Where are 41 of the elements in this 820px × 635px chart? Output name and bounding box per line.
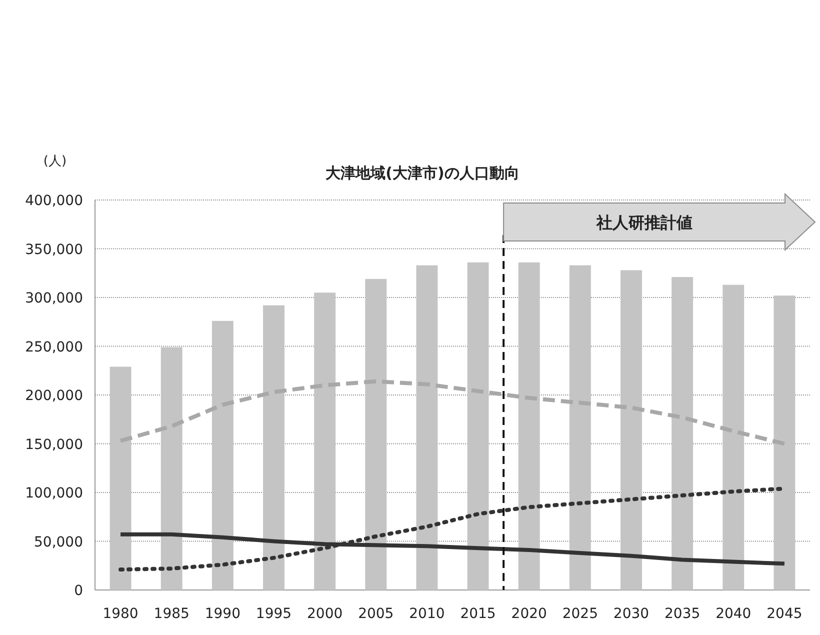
y-tick-label: 250,000 (25, 339, 83, 356)
bar (722, 284, 744, 590)
bar (263, 305, 284, 590)
x-tick-label: 2000 (307, 606, 343, 622)
y-tick-label: 50,000 (34, 534, 83, 550)
chart-title: 大津地域(大津市)の人口動向 (326, 164, 520, 182)
bar (416, 265, 438, 590)
bar (518, 262, 540, 590)
bar (160, 347, 182, 590)
y-tick-label: 400,000 (25, 193, 83, 209)
x-tick-label: 2040 (716, 606, 752, 622)
bar (774, 296, 796, 590)
line-series (118, 379, 786, 446)
x-tick-label: 2025 (562, 606, 598, 622)
y-tick-label: 100,000 (25, 486, 83, 502)
y-tick-label: 300,000 (25, 290, 83, 306)
bar (620, 270, 642, 590)
annotation: 社人研推計値 (595, 213, 692, 232)
x-tick-label: 2045 (766, 606, 802, 622)
y-tick-label: 200,000 (25, 388, 83, 404)
x-tick-label: 2005 (358, 606, 394, 622)
x-tick-label: 1980 (102, 606, 138, 622)
x-tick-label: 1995 (256, 606, 292, 622)
x-tick-label: 2010 (409, 606, 445, 622)
y-axis-title: (人) (43, 154, 67, 169)
bar (672, 277, 694, 590)
x-tick-label: 1990 (204, 606, 240, 622)
x-tick-label: 2030 (613, 606, 650, 622)
bar (314, 292, 336, 590)
x-tick-label: 2035 (664, 606, 700, 622)
x-tick-label: 1985 (154, 606, 190, 622)
bar (110, 366, 132, 590)
bar (467, 262, 489, 590)
x-tick-label: 2020 (511, 606, 547, 622)
bar (569, 265, 591, 590)
bar (365, 278, 387, 590)
y-tick-label: 0 (74, 583, 83, 599)
x-tick-label: 2015 (460, 606, 496, 622)
bar (212, 320, 234, 590)
y-tick-label: 150,000 (25, 436, 83, 453)
y-tick-label: 350,000 (25, 242, 83, 258)
